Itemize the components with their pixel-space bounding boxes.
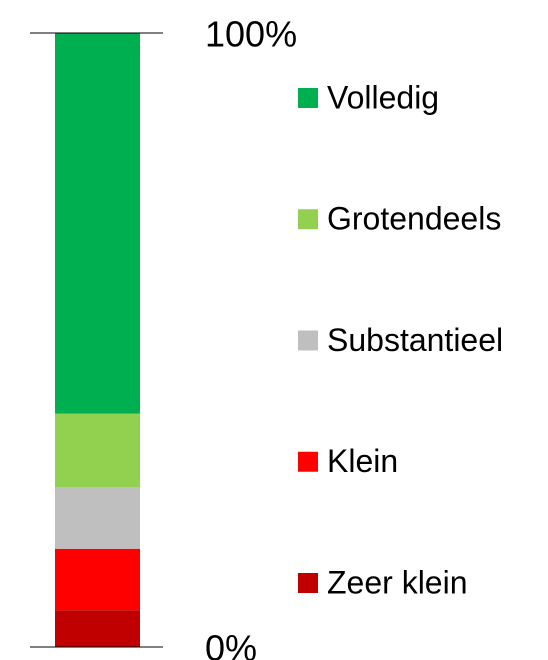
bar-segment bbox=[55, 413, 140, 488]
bar-segment bbox=[55, 610, 140, 647]
legend-swatch bbox=[298, 209, 318, 230]
bar-segment bbox=[55, 487, 140, 549]
legend-swatch bbox=[298, 88, 318, 108]
legend-label: Grotendeels bbox=[327, 201, 501, 237]
legend-swatch bbox=[298, 573, 318, 593]
legend-label: Klein bbox=[327, 443, 398, 479]
y-tick-label: 0% bbox=[205, 628, 257, 660]
bar-segment bbox=[55, 548, 140, 611]
legend-swatch bbox=[298, 330, 318, 351]
legend-label: Substantieel bbox=[327, 322, 503, 358]
y-tick-label: 100% bbox=[205, 14, 297, 55]
legend-label: Volledig bbox=[327, 79, 439, 115]
bar-segment bbox=[55, 33, 140, 414]
legend-label: Zeer klein bbox=[327, 564, 468, 600]
legend-swatch bbox=[298, 451, 318, 472]
